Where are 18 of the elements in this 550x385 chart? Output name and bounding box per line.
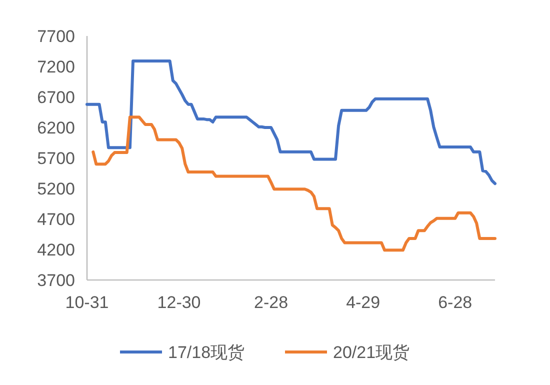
x-tick-label: 4-29 xyxy=(346,293,380,312)
y-tick-label: 4700 xyxy=(37,210,75,229)
y-tick-label: 7200 xyxy=(37,57,75,76)
y-tick-label: 6200 xyxy=(37,118,75,138)
x-tick-label: 12-30 xyxy=(157,293,201,312)
legend-label: 20/21现货 xyxy=(333,342,410,362)
y-tick-label: 5200 xyxy=(37,179,75,198)
x-tick-label: 6-28 xyxy=(438,293,472,312)
line-series xyxy=(92,116,496,252)
x-tick-label: 2-28 xyxy=(254,293,288,312)
y-tick-label: 4200 xyxy=(37,240,75,260)
y-tick-label: 3700 xyxy=(37,270,75,290)
x-tick-label: 10-31 xyxy=(65,293,109,312)
y-tick-label: 6700 xyxy=(37,88,75,107)
y-tick-label: 5700 xyxy=(37,148,75,168)
y-tick-label: 7700 xyxy=(37,26,75,46)
legend-label: 17/18现货 xyxy=(168,342,245,362)
line-series xyxy=(86,60,496,186)
